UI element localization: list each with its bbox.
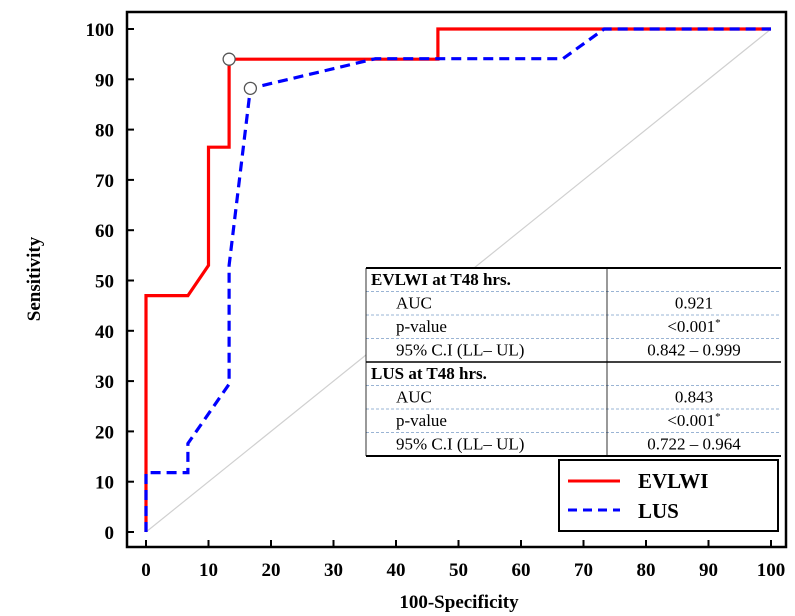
series-line-lus	[144, 27, 771, 532]
y-tick-label: 50	[95, 272, 114, 293]
x-tick-label: 20	[262, 560, 281, 581]
x-tick-label: 30	[324, 560, 343, 581]
y-tick-label: 80	[95, 121, 114, 142]
y-tick-label: 100	[86, 20, 115, 41]
series-line-evlwi	[144, 27, 771, 532]
legend-box	[558, 459, 779, 532]
x-tick-label: 0	[141, 560, 151, 581]
cutoff-marker-lus	[243, 81, 258, 96]
x-tick-label: 70	[574, 560, 593, 581]
table-row-label: AUC	[396, 388, 432, 407]
table-row-value: 0.722 – 0.964	[647, 435, 741, 454]
cutoff-marker-evlwi	[222, 52, 236, 66]
y-tick-label: 0	[105, 523, 115, 544]
tick-layer: 0 10 20 30 40 50 60 70 80 90 100 0 10 20 30 40 50 60 70 80 9…	[86, 20, 786, 581]
x-tick-label: 40	[387, 560, 406, 581]
table-row-label: p-value	[396, 411, 447, 430]
table-row-value: <0.001*	[667, 317, 720, 336]
legend: EVLWI LUS	[558, 459, 779, 532]
y-axis-title: Sensitivity	[24, 236, 45, 321]
table-value-footnote-mark: *	[715, 411, 721, 423]
table-row-label: p-value	[396, 317, 447, 336]
x-tick-label: 100	[757, 560, 786, 581]
table-section-header: EVLWI at T48 hrs.	[371, 270, 511, 289]
y-tick-label: 10	[95, 473, 114, 494]
legend-label-lus: LUS	[638, 499, 679, 523]
y-tick-label: 30	[95, 372, 114, 393]
table-row-label: AUC	[396, 294, 432, 313]
series-layer	[144, 27, 771, 532]
legend-label-evlwi: EVLWI	[638, 469, 708, 493]
table-row-value: <0.001*	[667, 411, 720, 430]
table-section-header: LUS at T48 hrs.	[371, 364, 487, 383]
x-tick-label: 60	[512, 560, 531, 581]
y-tick-label: 60	[95, 221, 114, 242]
x-tick-label: 80	[637, 560, 656, 581]
table-row-label: 95% C.I (LL– UL)	[396, 435, 524, 454]
stats-table: EVLWI at T48 hrs. AUC 0.921 p-value <0.001* 9…	[365, 267, 781, 457]
table-row-value: 0.842 – 0.999	[647, 341, 741, 360]
x-tick-label: 90	[699, 560, 718, 581]
table-value-footnote-mark: *	[715, 317, 721, 329]
table-row-value: 0.843	[675, 388, 713, 407]
table-row-value: 0.921	[675, 294, 713, 313]
y-tick-label: 70	[95, 171, 114, 192]
x-tick-label: 10	[199, 560, 218, 581]
y-tick-label: 90	[95, 70, 114, 91]
x-axis-title: 100-Specificity	[399, 592, 519, 613]
y-tick-label: 40	[95, 322, 114, 343]
table-row-label: 95% C.I (LL– UL)	[396, 341, 524, 360]
y-tick-label: 20	[95, 422, 114, 443]
x-tick-label: 50	[449, 560, 468, 581]
